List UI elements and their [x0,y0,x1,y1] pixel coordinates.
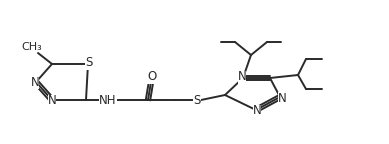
Text: N: N [31,75,39,89]
Text: S: S [85,56,93,70]
Text: N: N [278,91,286,105]
Text: N: N [252,105,261,118]
Text: N: N [47,94,56,108]
Text: NH: NH [99,93,117,107]
Text: S: S [193,93,201,107]
Text: O: O [147,71,157,84]
Text: N: N [238,71,246,84]
Text: CH₃: CH₃ [22,42,42,52]
